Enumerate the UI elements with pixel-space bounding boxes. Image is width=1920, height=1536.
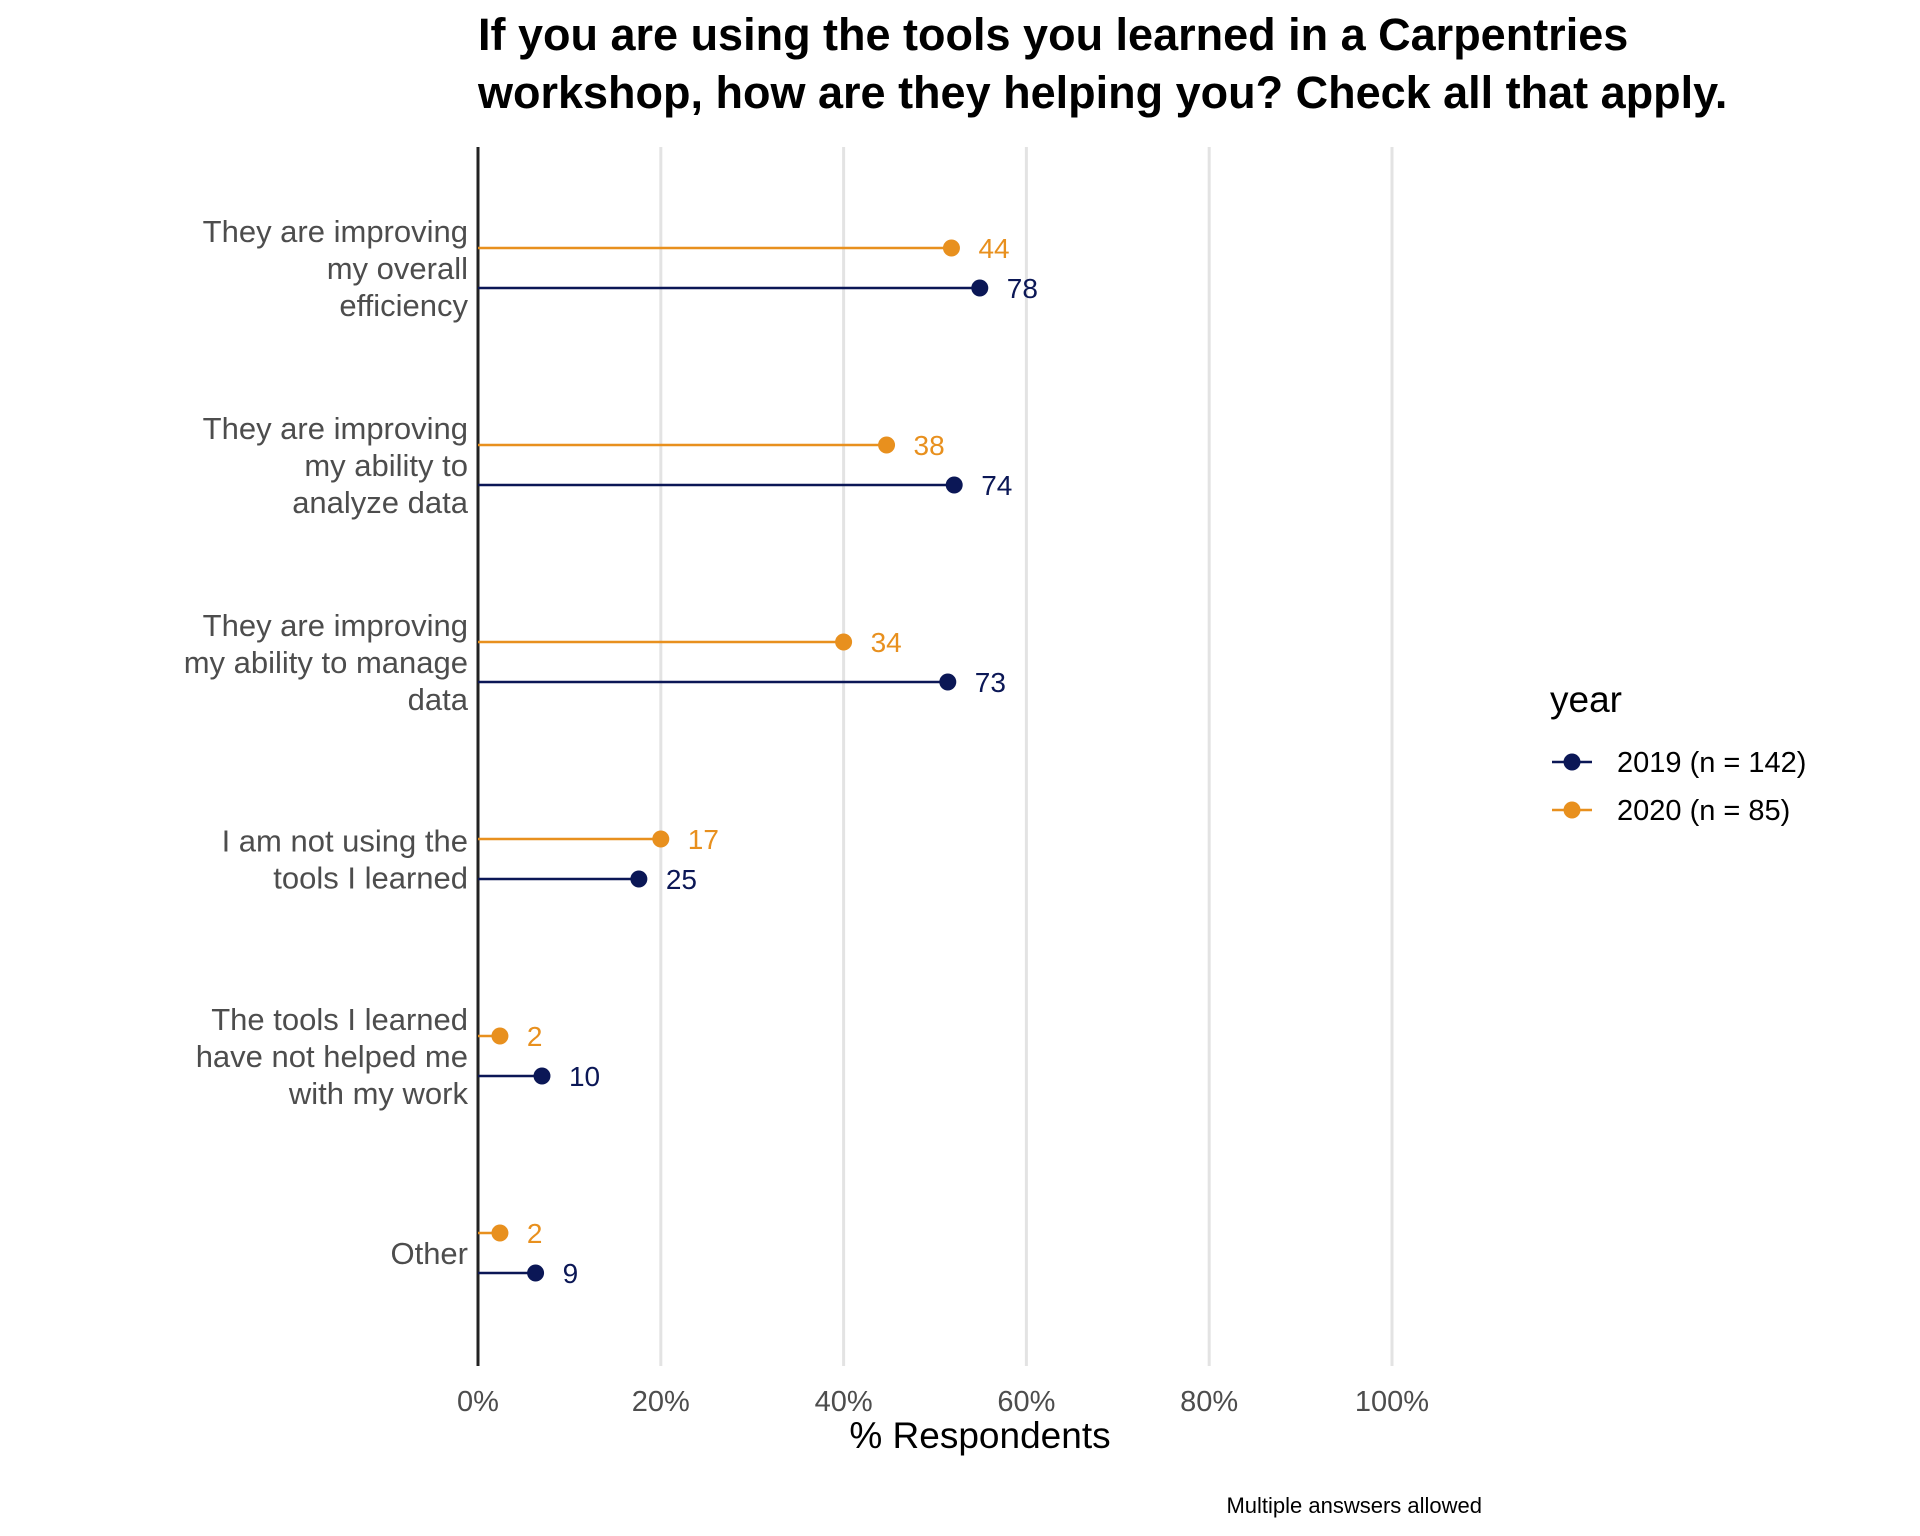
category-label-line: They are improving [203,608,468,643]
category-label-line: my overall [327,251,468,286]
category-label-line: They are improving [203,214,468,249]
lollipop-point [527,1264,545,1282]
chart-title-line: If you are using the tools you learned i… [478,9,1628,60]
data-label: 2 [527,1218,543,1249]
lollipop-point [971,279,989,297]
x-tick-label: 20% [632,1386,690,1418]
legend-label: 2019 (n = 142) [1617,747,1806,779]
data-label: 44 [978,233,1009,264]
category-label-line: analyze data [292,485,469,520]
legend-label: 2020 (n = 85) [1617,795,1790,827]
category-label-line: data [408,682,469,717]
lollipop-point [939,673,957,691]
category-label-line: my ability to manage [184,645,468,680]
category-label-line: I am not using the [222,824,468,859]
lollipop-point [878,436,896,454]
category-label: Other [390,1236,468,1271]
lollipop-point [491,1027,509,1045]
gridlines [659,147,1394,1366]
data-marks: 78 74 73 25 10 9 44 38 34 17 2 2 [478,233,1038,1289]
data-label: 10 [569,1061,600,1092]
category-label-line: Other [390,1236,468,1271]
category-label-line: with my work [288,1076,469,1111]
legend-title: year [1550,679,1622,720]
legend-key-point [1563,753,1581,771]
x-tick-label: 100% [1355,1386,1429,1418]
lollipop-point [533,1067,551,1085]
category-label-line: They are improving [203,411,468,446]
category-label-line: my ability to [304,448,468,483]
lollipop-point [630,870,648,888]
category-label-line: The tools I learned [211,1002,468,1037]
lollipop-point [942,239,960,257]
legend-key-point [1563,801,1581,819]
x-axis-ticks: 0% 20% 40% 60% 80% 100% [457,1386,1429,1418]
data-label: 25 [666,864,697,895]
x-axis-title: % Respondents [849,1415,1110,1456]
lollipop-point [835,633,853,651]
chart-title: If you are using the tools you learned i… [477,9,1727,118]
data-label: 9 [563,1258,579,1289]
lollipop-point [491,1224,509,1242]
x-tick-label: 80% [1180,1386,1238,1418]
legend: year 2019 (n = 142) 2020 (n = 85) [1550,679,1806,827]
lollipop-point [652,830,670,848]
data-label: 38 [914,430,945,461]
x-tick-label: 0% [457,1386,499,1418]
category-label-line: have not helped me [196,1039,468,1074]
x-tick-label: 60% [997,1386,1055,1418]
data-label: 74 [981,470,1012,501]
x-tick-label: 40% [815,1386,873,1418]
chart-title-line: workshop, how are they helping you? Chec… [477,67,1727,118]
legend-item: 2019 (n = 142) [1552,747,1806,779]
category-label-line: efficiency [339,288,468,323]
data-label: 34 [871,627,902,658]
legend-item: 2020 (n = 85) [1552,795,1790,827]
data-label: 17 [688,824,719,855]
caption: Multiple answsers allowed [1226,1493,1482,1518]
data-label: 2 [527,1021,543,1052]
category-label-line: tools I learned [273,861,468,896]
lollipop-point [945,476,963,494]
data-label: 73 [975,667,1006,698]
data-label: 78 [1007,273,1038,304]
